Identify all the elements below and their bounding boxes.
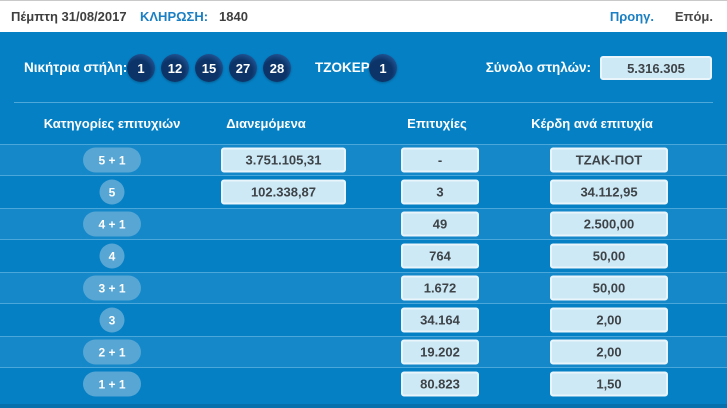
draw-number: 1840 [219, 9, 248, 24]
table-row: 1 + 1 80.823 1,50 [0, 368, 727, 400]
category-badge: 4 [99, 243, 125, 269]
winners-value: 34.164 [401, 307, 479, 333]
winners-value: 764 [401, 243, 479, 269]
header-distributed: Διανεμόμενα [226, 116, 306, 131]
winning-numbers-row: Νικήτρια στήλη: 1 12 15 27 28 ΤΖΟΚΕΡ: 1 Σύνο… [0, 32, 727, 102]
prize-value: 2.500,00 [550, 211, 668, 237]
winners-value: 80.823 [401, 371, 479, 397]
winners-value: 49 [401, 211, 479, 237]
joker-ball: 1 [369, 54, 397, 82]
winners-value: - [401, 147, 479, 173]
previous-draw-link[interactable]: Προηγ. [609, 9, 654, 24]
prize-value: 34.112,95 [550, 179, 668, 205]
category-badge: 3 [99, 307, 125, 333]
draw-date: Πέμπτη 31/08/2017 [11, 9, 127, 24]
distributed-value: 3.751.105,31 [221, 147, 346, 173]
winning-number-ball: 28 [263, 54, 291, 82]
winners-value: 1.672 [401, 275, 479, 301]
winning-number-ball: 12 [161, 54, 189, 82]
top-bar: Πέμπτη 31/08/2017 ΚΛΗΡΩΣΗ: 1840 Προηγ. Ε… [0, 1, 727, 32]
prize-value: 2,00 [550, 307, 668, 333]
category-badge: 5 [99, 179, 125, 205]
category-badge: 2 + 1 [83, 339, 141, 365]
winning-column-label: Νικήτρια στήλη: [24, 60, 128, 75]
winners-value: 19.202 [401, 339, 479, 365]
table-row: 4 + 1 49 2.500,00 [0, 208, 727, 240]
winning-numbers: 1 12 15 27 28 [127, 54, 291, 82]
winners-value: 3 [401, 179, 479, 205]
results-table-header: Κατηγορίες επιτυχιών Διανεμόμενα Επιτυχί… [0, 103, 727, 144]
total-columns-label: Σύνολο στηλών: [485, 60, 591, 75]
category-badge: 4 + 1 [83, 211, 141, 237]
table-row: 5 102.338,87 3 34.112,95 [0, 176, 727, 208]
prize-value: 50,00 [550, 243, 668, 269]
header-categories: Κατηγορίες επιτυχιών [43, 116, 181, 131]
bottom-strip [0, 404, 727, 408]
table-row: 3 34.164 2,00 [0, 304, 727, 336]
table-row: 5 + 1 3.751.105,31 - ΤΖΑΚ-ΠΟΤ [0, 144, 727, 176]
section-divider [14, 102, 713, 103]
category-badge: 3 + 1 [83, 275, 141, 301]
total-columns-value: 5.316.305 [600, 56, 712, 80]
table-row: 2 + 1 19.202 2,00 [0, 336, 727, 368]
distributed-value: 102.338,87 [221, 179, 346, 205]
header-winners: Επιτυχίες [407, 116, 467, 131]
table-row: 4 764 50,00 [0, 240, 727, 272]
prize-value: 2,00 [550, 339, 668, 365]
winning-number-ball: 27 [229, 54, 257, 82]
header-prize: Κέρδη ανά επιτυχία [531, 116, 653, 131]
results-table-body: 5 + 1 3.751.105,31- ΤΖΑΚ-ΠΟΤ 5 102.338,87 3 34… [0, 144, 727, 400]
prize-value: 50,00 [550, 275, 668, 301]
table-row: 3 + 1 1.672 50,00 [0, 272, 727, 304]
category-badge: 5 + 1 [83, 147, 141, 173]
winning-number-ball: 15 [195, 54, 223, 82]
category-badge: 1 + 1 [83, 371, 141, 397]
draw-label: ΚΛΗΡΩΣΗ: [140, 9, 209, 24]
prize-value: 1,50 [550, 371, 668, 397]
winning-number-ball: 1 [127, 54, 155, 82]
prize-value: ΤΖΑΚ-ΠΟΤ [550, 147, 668, 173]
next-draw-link[interactable]: Επόμ. [674, 9, 713, 24]
joker-label: ΤΖΟΚΕΡ: [315, 60, 375, 75]
